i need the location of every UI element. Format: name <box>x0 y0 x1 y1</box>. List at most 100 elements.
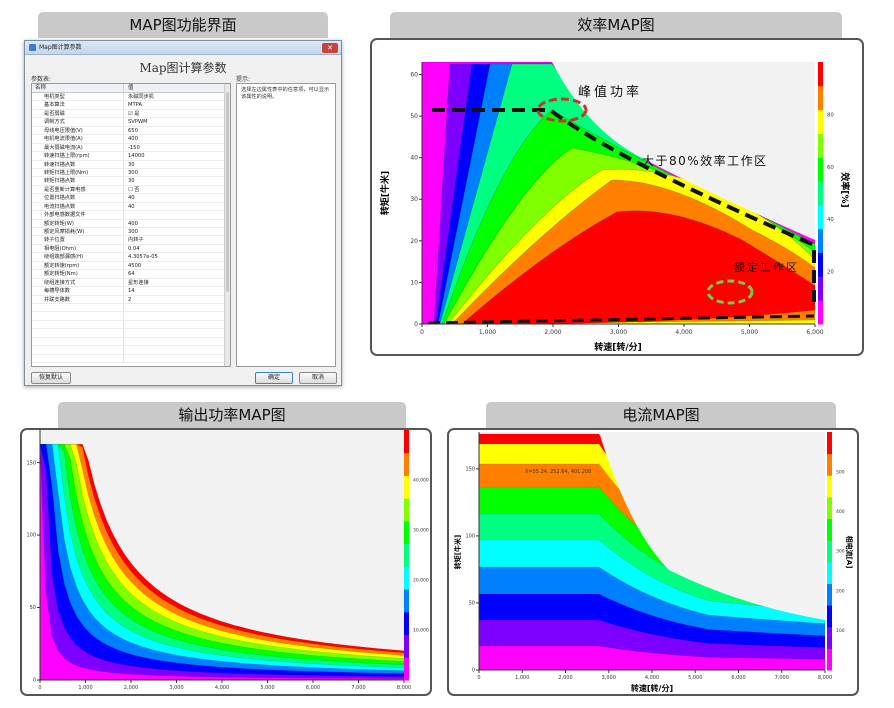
property-value[interactable]: 14 <box>128 288 135 295</box>
property-row[interactable]: 转矩扫描上限(Nm) 300 <box>32 168 230 178</box>
property-row[interactable]: 基本算法 MTPA <box>32 101 230 110</box>
efficiency-contour-band <box>461 210 815 324</box>
property-value[interactable] <box>124 312 230 319</box>
property-row[interactable]: 每槽导体数 14 <box>32 287 230 296</box>
property-value[interactable]: 300 <box>128 169 138 176</box>
property-value[interactable] <box>124 338 230 345</box>
property-row[interactable]: 额定转速(rpm) 4500 <box>32 261 230 271</box>
colorbar-tick-label: 80 <box>827 112 834 118</box>
property-row[interactable]: 额定转矩(Nm) 64 <box>32 270 230 279</box>
property-row[interactable]: 额定风摩损耗(W) 300 <box>32 228 230 237</box>
property-row[interactable]: 电机类型 永磁同步机 <box>32 93 230 102</box>
property-value[interactable]: 内转子 <box>128 237 144 244</box>
property-value[interactable]: 400 <box>128 220 138 227</box>
property-value[interactable]: 64 <box>128 271 135 278</box>
property-row[interactable]: 电流扫描点数 40 <box>32 202 230 212</box>
property-value[interactable]: ☑ 是 <box>128 110 140 117</box>
property-row[interactable] <box>32 303 230 313</box>
y-tick-label: 10 <box>410 279 418 286</box>
colorbar-segment <box>827 432 832 455</box>
colorbar-segment <box>404 452 409 476</box>
y-tick-label: 50 <box>469 601 475 607</box>
x-tick-label: 4,000 <box>675 329 692 336</box>
property-row[interactable]: 额定转矩(W) 400 <box>32 219 230 228</box>
property-row[interactable]: 转矩扫描点数 30 <box>32 177 230 186</box>
property-row[interactable]: 电机电流限值(A) 400 <box>32 135 230 144</box>
property-value[interactable]: 300 <box>128 229 138 235</box>
power-contour-band <box>40 444 404 680</box>
current-xlabel: 转速[转/分] <box>631 683 673 693</box>
y-tick-label: 0 <box>33 678 36 684</box>
colorbar-segment <box>827 583 832 606</box>
property-value[interactable]: 14000 <box>128 153 145 160</box>
property-row[interactable]: 是否重新计算电感 ☐ 否 <box>32 185 230 195</box>
property-name: 基本算法 <box>32 101 124 109</box>
property-value[interactable]: ☐ 否 <box>128 186 140 193</box>
property-row[interactable] <box>32 329 230 338</box>
property-row[interactable]: 母线电压限值(V) 650 <box>32 126 230 136</box>
property-value[interactable]: SVPWM <box>128 119 148 126</box>
property-value[interactable]: 30 <box>128 161 135 168</box>
property-row[interactable]: 并联支路数 2 <box>32 295 230 304</box>
colorbar-tick-label: 30,000 <box>413 528 429 534</box>
property-row[interactable] <box>32 320 230 330</box>
property-row[interactable]: 最大弱磁电流(A) -150 <box>32 143 230 153</box>
property-row[interactable] <box>32 312 230 321</box>
property-row[interactable] <box>32 337 230 347</box>
property-row[interactable] <box>32 354 230 363</box>
property-row[interactable]: 绕组端部漏感(H) 4.3057e-05 <box>32 253 230 262</box>
property-value[interactable] <box>124 304 230 311</box>
close-icon[interactable]: ✕ <box>322 43 338 53</box>
property-row[interactable] <box>32 346 230 355</box>
property-value[interactable] <box>124 329 230 336</box>
property-row[interactable]: 是否弱磁 ☑ 是 <box>32 109 230 119</box>
x-tick-label: 7,000 <box>775 675 789 681</box>
property-value[interactable] <box>124 321 230 328</box>
colorbar-segment <box>818 62 823 87</box>
scrollbar-thumb[interactable] <box>226 92 229 292</box>
property-value[interactable]: 0.04 <box>128 245 140 252</box>
property-name: 绕组端部漏感(H) <box>32 253 124 261</box>
property-row[interactable]: 转速扫描点数 30 <box>32 160 230 169</box>
restore-default-button[interactable]: 恢复默认 <box>31 372 71 384</box>
property-name: 额定风摩损耗(W) <box>32 228 124 236</box>
x-tick-label: 2,000 <box>124 685 138 691</box>
colorbar-segment <box>827 453 832 476</box>
property-row[interactable]: 相电阻(Ohm) 0.04 <box>32 244 230 254</box>
current-contour-band <box>479 645 825 670</box>
cancel-button[interactable]: 取消 <box>299 372 337 384</box>
property-grid[interactable]: 名称 值 电机类型 永磁同步机 基本算法 MTPA 是否弱磁 ☑ 是调制方式 SVPWM 母线… <box>31 83 231 367</box>
property-value[interactable]: -150 <box>128 144 140 151</box>
property-row[interactable]: 外部电感数据文件 <box>32 211 230 220</box>
property-row[interactable]: 位置扫描点数 40 <box>32 194 230 203</box>
ok-button[interactable]: 确定 <box>255 372 293 384</box>
current-map-chart: 0 1,000 2,000 3,000 4,000 5,000 6,000 7,000 8,00… <box>453 432 854 693</box>
property-value[interactable]: 40 <box>128 195 135 202</box>
property-value[interactable]: 40 <box>128 203 135 210</box>
property-value[interactable]: 4500 <box>128 262 142 269</box>
property-grid-scrollbar[interactable] <box>224 84 230 366</box>
property-row[interactable]: 调制方式 SVPWM <box>32 118 230 127</box>
property-name: 电流扫描点数 <box>32 202 124 211</box>
property-name: 并联支路数 <box>32 295 124 303</box>
colorbar-segment <box>827 518 832 541</box>
efficiency-map-chart: 0 1,000 2,000 3,000 4,000 5,000 6,000 0 10 20 30 40… <box>379 62 851 353</box>
property-row[interactable]: 转速扫描上限(rpm) 14000 <box>32 152 230 161</box>
y-tick-label: 30 <box>410 196 418 203</box>
x-tick-label: 3,000 <box>169 685 183 691</box>
dialog-titlebar[interactable]: Map图计算参数 ✕ <box>25 41 341 55</box>
property-value[interactable]: 2 <box>128 296 132 303</box>
property-row[interactable]: 转子位置 内转子 <box>32 236 230 245</box>
property-value[interactable]: 永磁同步机 <box>128 94 154 100</box>
y-tick-label: 100 <box>26 533 36 539</box>
property-value[interactable]: 650 <box>128 127 138 134</box>
property-value[interactable]: 星形连接 <box>128 279 149 286</box>
property-value[interactable]: 30 <box>128 178 135 185</box>
property-value[interactable]: 400 <box>128 136 138 143</box>
property-value[interactable] <box>124 355 230 362</box>
property-row[interactable]: 绕组连接方式 星形连接 <box>32 278 230 288</box>
property-value[interactable] <box>124 211 230 218</box>
property-value[interactable]: 4.3057e-05 <box>128 254 158 261</box>
property-value[interactable] <box>124 346 230 353</box>
property-value[interactable]: MTPA <box>128 102 142 109</box>
